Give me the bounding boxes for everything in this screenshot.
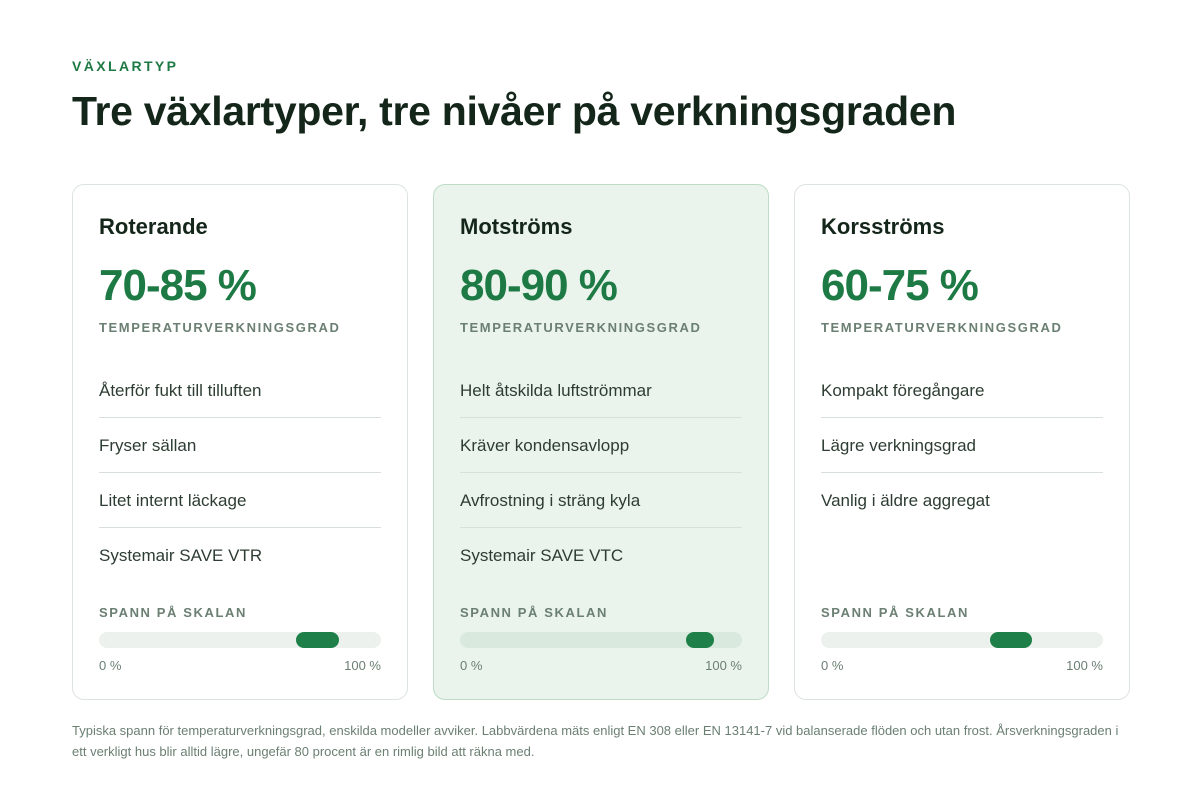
card-motstroms: Motströms 80-90 % TEMPERATURVERKNINGSGRA… [433, 184, 769, 700]
feature-list: Helt åtskilda luftströmmar Kräver konden… [460, 363, 742, 583]
scale-label: SPANN PÅ SKALAN [821, 605, 969, 620]
scale-min-label: 0 % [460, 658, 483, 673]
card-korsstroms: Korsströms 60-75 % TEMPERATURVERKNINGSGR… [794, 184, 1130, 700]
range-fill [990, 632, 1033, 648]
efficiency-value: 80-90 % [460, 261, 618, 310]
card-roterande: Roterande 70-85 % TEMPERATURVERKNINGSGRA… [72, 184, 408, 700]
range-scale: SPANN PÅ SKALAN 0 % 100 % [99, 605, 381, 673]
feature-item: Systemair SAVE VTC [460, 546, 624, 565]
feature-item: Helt åtskilda luftströmmar [460, 363, 742, 418]
efficiency-value: 60-75 % [821, 261, 979, 310]
range-track [460, 632, 742, 648]
card-title: Korsströms [821, 214, 945, 239]
scale-min-label: 0 % [821, 658, 844, 673]
metric-label: TEMPERATURVERKNINGSGRAD [460, 320, 702, 335]
section-eyebrow: VÄXLARTYP [72, 58, 179, 74]
range-scale: SPANN PÅ SKALAN 0 % 100 % [460, 605, 742, 673]
range-scale: SPANN PÅ SKALAN 0 % 100 % [821, 605, 1103, 673]
scale-max-label: 100 % [1066, 658, 1103, 673]
scale-label: SPANN PÅ SKALAN [99, 605, 247, 620]
page-title: Tre växlartyper, tre nivåer på verknings… [72, 88, 957, 134]
feature-item: Avfrostning i sträng kyla [460, 473, 742, 528]
feature-item: Kräver kondensavlopp [460, 418, 742, 473]
scale-ends: 0 % 100 % [460, 658, 742, 673]
feature-item: Litet internt läckage [99, 473, 381, 528]
feature-item: Lägre verkningsgrad [821, 418, 1103, 473]
scale-max-label: 100 % [344, 658, 381, 673]
feature-item: Återför fukt till tilluften [99, 363, 381, 418]
scale-ends: 0 % 100 % [99, 658, 381, 673]
footnote: Typiska spann för temperaturverkningsgra… [72, 723, 1119, 759]
feature-item: Kompakt föregångare [821, 363, 1103, 418]
efficiency-value: 70-85 % [99, 261, 257, 310]
scale-ends: 0 % 100 % [821, 658, 1103, 673]
feature-list: Återför fukt till tilluften Fryser sälla… [99, 363, 381, 583]
range-track [99, 632, 381, 648]
scale-label: SPANN PÅ SKALAN [460, 605, 608, 620]
feature-item: Systemair SAVE VTR [99, 546, 263, 565]
card-title: Roterande [99, 214, 208, 239]
range-fill [296, 632, 339, 648]
metric-label: TEMPERATURVERKNINGSGRAD [821, 320, 1063, 335]
feature-list: Kompakt föregångare Lägre verkningsgrad … [821, 363, 1103, 528]
range-fill [685, 632, 714, 648]
metric-label: TEMPERATURVERKNINGSGRAD [99, 320, 341, 335]
feature-item: Fryser sällan [99, 418, 381, 473]
card-list: Roterande 70-85 % TEMPERATURVERKNINGSGRA… [72, 184, 1130, 700]
card-title: Motströms [460, 214, 573, 239]
range-track [821, 632, 1103, 648]
feature-item: Vanlig i äldre aggregat [821, 491, 990, 510]
scale-max-label: 100 % [705, 658, 742, 673]
scale-min-label: 0 % [99, 658, 122, 673]
